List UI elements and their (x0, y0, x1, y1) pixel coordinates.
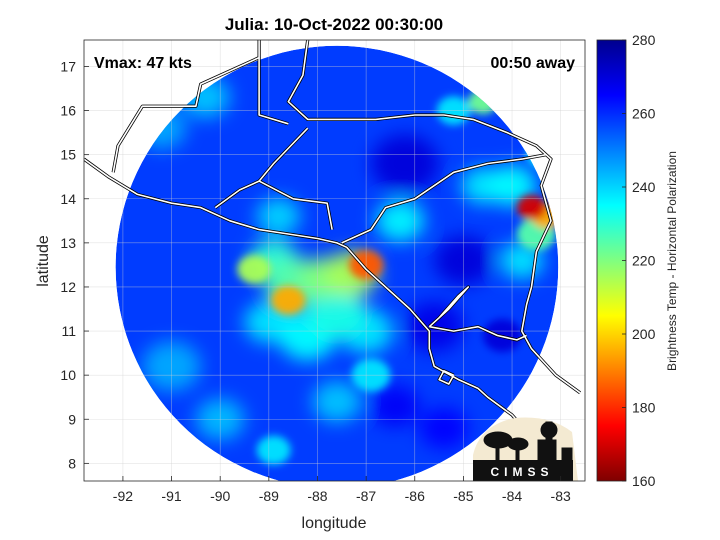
x-tick-label: -89 (259, 488, 279, 504)
cimss-logo: CIMSS (473, 417, 578, 481)
y-tick-label: 16 (60, 103, 76, 119)
convection-blob (256, 435, 291, 465)
y-axis: 8 9 10 11 12 13 14 15 16 17 (60, 58, 89, 471)
chart-title: Julia: 10-Oct-2022 00:30:00 (225, 15, 443, 34)
colorbar-tick-label: 260 (632, 106, 656, 122)
convection-blob (256, 197, 301, 236)
time-away-annotation: 00:50 away (490, 55, 575, 72)
y-tick-label: 12 (60, 279, 76, 295)
convection-blob (271, 285, 306, 315)
colorbar-label: Brightness Temp - Horizontal Polarizatio… (665, 151, 679, 371)
x-tick-label: -91 (161, 488, 181, 504)
x-axis: -92 -91 -90 -89 -88 -87 -86 -85 -84 -83 (113, 476, 571, 504)
colorbar-tick-label: 180 (632, 400, 656, 416)
x-tick-label: -85 (453, 488, 473, 504)
x-tick-label: -90 (210, 488, 230, 504)
convection-blob (307, 288, 367, 339)
y-tick-label: 14 (60, 191, 76, 207)
x-tick-label: -92 (113, 488, 133, 504)
convection-blob (419, 407, 469, 449)
cimss-logo-text: CIMSS (490, 465, 553, 479)
colorbar-ticks: 160 180 200 220 240 260 280 (622, 32, 656, 489)
plot-frame (83, 39, 586, 482)
x-tick-label: -87 (356, 488, 376, 504)
country-border (214, 180, 333, 230)
convection-blob (516, 195, 547, 220)
swath-layer (115, 45, 559, 481)
colorbar: 160 180 200 220 240 260 280 Brightness Temp - … (596, 32, 679, 489)
y-tick-label: 10 (60, 367, 76, 383)
x-tick-label: -83 (551, 488, 571, 504)
colorbar-tick-label: 280 (632, 32, 656, 48)
x-axis-label: longitude (302, 515, 367, 532)
colorbar-tick-label: 200 (632, 326, 656, 342)
country-border (258, 57, 289, 125)
coastline (438, 370, 455, 385)
y-tick-label: 15 (60, 147, 76, 163)
x-tick-label: -84 (502, 488, 522, 504)
convection-blob (312, 380, 362, 423)
plot-area: Vmax: 47 kts 00:50 away CIMSS (83, 39, 586, 482)
colorbar-gradient (597, 40, 626, 481)
y-tick-label: 8 (68, 455, 76, 471)
y-tick-label: 11 (61, 323, 76, 339)
convection-blob (370, 385, 420, 427)
country-border (429, 325, 527, 341)
country-border (258, 127, 309, 182)
y-tick-label: 13 (60, 235, 76, 251)
coastline (287, 40, 581, 394)
y-axis-label: latitude (35, 235, 52, 287)
grid-lines (84, 40, 585, 481)
colorbar-tick-label: 240 (632, 179, 656, 195)
vmax-annotation: Vmax: 47 kts (94, 55, 192, 72)
x-tick-label: -88 (307, 488, 327, 504)
convection-blob (237, 254, 272, 284)
colorbar-tick-label: 160 (632, 473, 656, 489)
coastlines-and-borders (84, 40, 582, 461)
y-tick-label: 9 (68, 411, 76, 427)
colorbar-tick-label: 220 (632, 253, 656, 269)
coastline (428, 286, 470, 328)
convection-blob (370, 134, 440, 193)
coastline (84, 158, 566, 460)
x-tick-label: -86 (405, 488, 425, 504)
y-tick-label: 17 (60, 58, 76, 74)
convection-blob (375, 200, 425, 242)
country-border (341, 153, 547, 244)
